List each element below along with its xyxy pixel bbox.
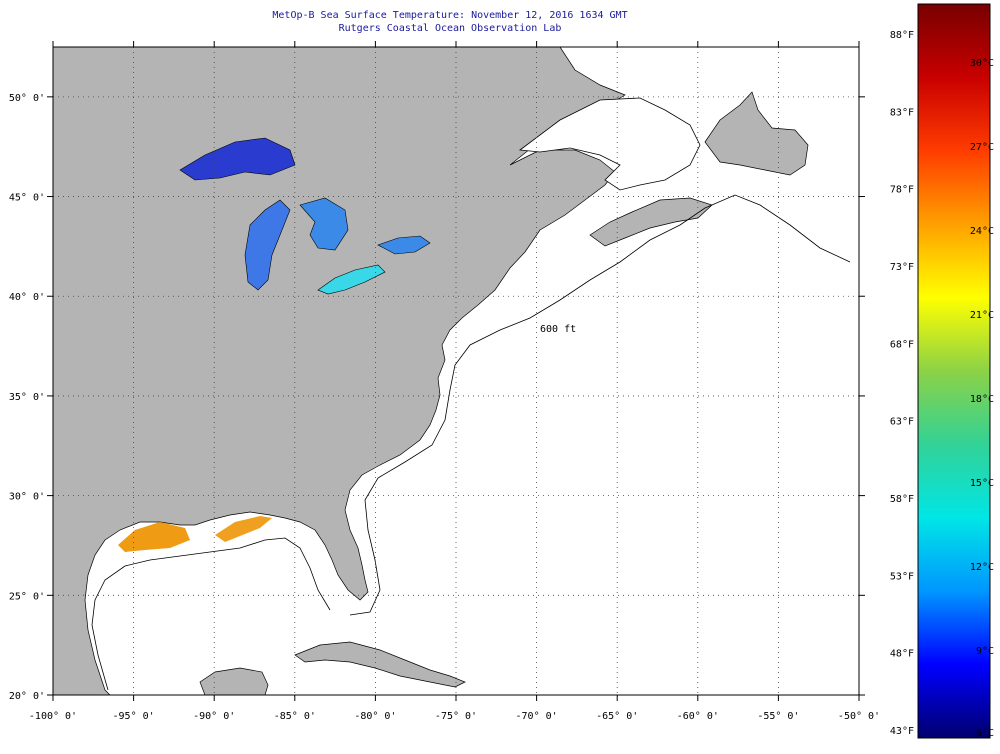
lat-tick-label: 30° 0' [9, 492, 45, 503]
colorbar-fahrenheit-label: 63°F [890, 417, 914, 428]
lat-tick-label: 45° 0' [9, 193, 45, 204]
colorbar-celsius-label: 18°C [970, 394, 994, 405]
colorbar-celsius-label: 24°C [970, 226, 994, 237]
lake-superior [179, 137, 296, 181]
colorbar-celsius-label: 27°C [970, 142, 994, 153]
gulf-st-lawrence [518, 97, 701, 191]
lon-tick-label: -85° 0' [274, 711, 316, 722]
colorbar-fahrenheit-label: 83°F [890, 107, 914, 118]
gulf-coast-sst-east [215, 516, 272, 542]
lake-erie [317, 264, 386, 295]
map-subtitle: Rutgers Coastal Ocean Observation Lab [338, 23, 562, 34]
map-title: MetOp-B Sea Surface Temperature: Novembe… [272, 10, 628, 21]
lat-tick-label: 50° 0' [9, 93, 45, 104]
colorbar-fahrenheit-label: 43°F [890, 726, 914, 737]
gulf-coast-sst [118, 522, 190, 552]
lake-ontario [377, 235, 431, 255]
cuba-land [294, 641, 466, 688]
lon-tick-label: -70° 0' [516, 711, 558, 722]
color-bar: 88°F 83°F 78°F 73°F 68°F 63°F 58°F 53°F 48°F 43°F… [890, 3, 994, 739]
lon-tick-label: -90° 0' [193, 711, 235, 722]
lat-tick-label: 20° 0' [9, 691, 45, 702]
color-bar-gradient [917, 3, 991, 739]
colorbar-fahrenheit-label: 88°F [890, 30, 914, 41]
nova-scotia-land [589, 197, 713, 247]
lon-tick-label: -55° 0' [757, 711, 799, 722]
axes: -100° 0' -95° 0' -90° 0' -85° 0' -80° 0' -75°… [9, 41, 880, 722]
colorbar-fahrenheit-label: 53°F [890, 571, 914, 582]
north-america-land [52, 46, 626, 696]
colorbar-celsius-label: 21°C [970, 310, 994, 321]
colorbar-celsius-label: 9°C [976, 646, 994, 657]
sst-map: -100° 0' -95° 0' -90° 0' -85° 0' -80° 0' -75°… [9, 41, 880, 722]
contour-600ft-gulf [91, 537, 331, 691]
lon-tick-label: -80° 0' [354, 711, 396, 722]
lat-tick-label: 35° 0' [9, 392, 45, 403]
lon-tick-label: -75° 0' [435, 711, 477, 722]
contour-label: 600 ft [540, 324, 576, 335]
colorbar-celsius-label: 6°C [976, 728, 994, 739]
contour-600ft-atlantic [349, 194, 851, 616]
map-frame [52, 46, 860, 696]
color-bar-labels: 88°F 83°F 78°F 73°F 68°F 63°F 58°F 53°F 48°F 43°F… [890, 30, 994, 739]
lon-tick-label: -60° 0' [677, 711, 719, 722]
colorbar-celsius-label: 30°C [970, 58, 994, 69]
lon-tick-label: -100° 0' [29, 711, 77, 722]
lon-tick-label: -95° 0' [113, 711, 155, 722]
yucatan-land [199, 667, 269, 696]
newfoundland-land [704, 91, 809, 176]
lon-tick-label: -50° 0' [838, 711, 880, 722]
graticule [53, 47, 859, 695]
colorbar-celsius-label: 15°C [970, 478, 994, 489]
colorbar-celsius-label: 12°C [970, 562, 994, 573]
lat-tick-label: 40° 0' [9, 292, 45, 303]
colorbar-fahrenheit-label: 73°F [890, 262, 914, 273]
colorbar-fahrenheit-label: 68°F [890, 339, 914, 350]
lake-michigan [244, 199, 291, 291]
colorbar-fahrenheit-label: 78°F [890, 185, 914, 196]
colorbar-fahrenheit-label: 48°F [890, 649, 914, 660]
lat-tick-label: 25° 0' [9, 591, 45, 602]
lon-tick-label: -65° 0' [596, 711, 638, 722]
lake-huron [299, 197, 349, 251]
colorbar-fahrenheit-label: 58°F [890, 494, 914, 505]
